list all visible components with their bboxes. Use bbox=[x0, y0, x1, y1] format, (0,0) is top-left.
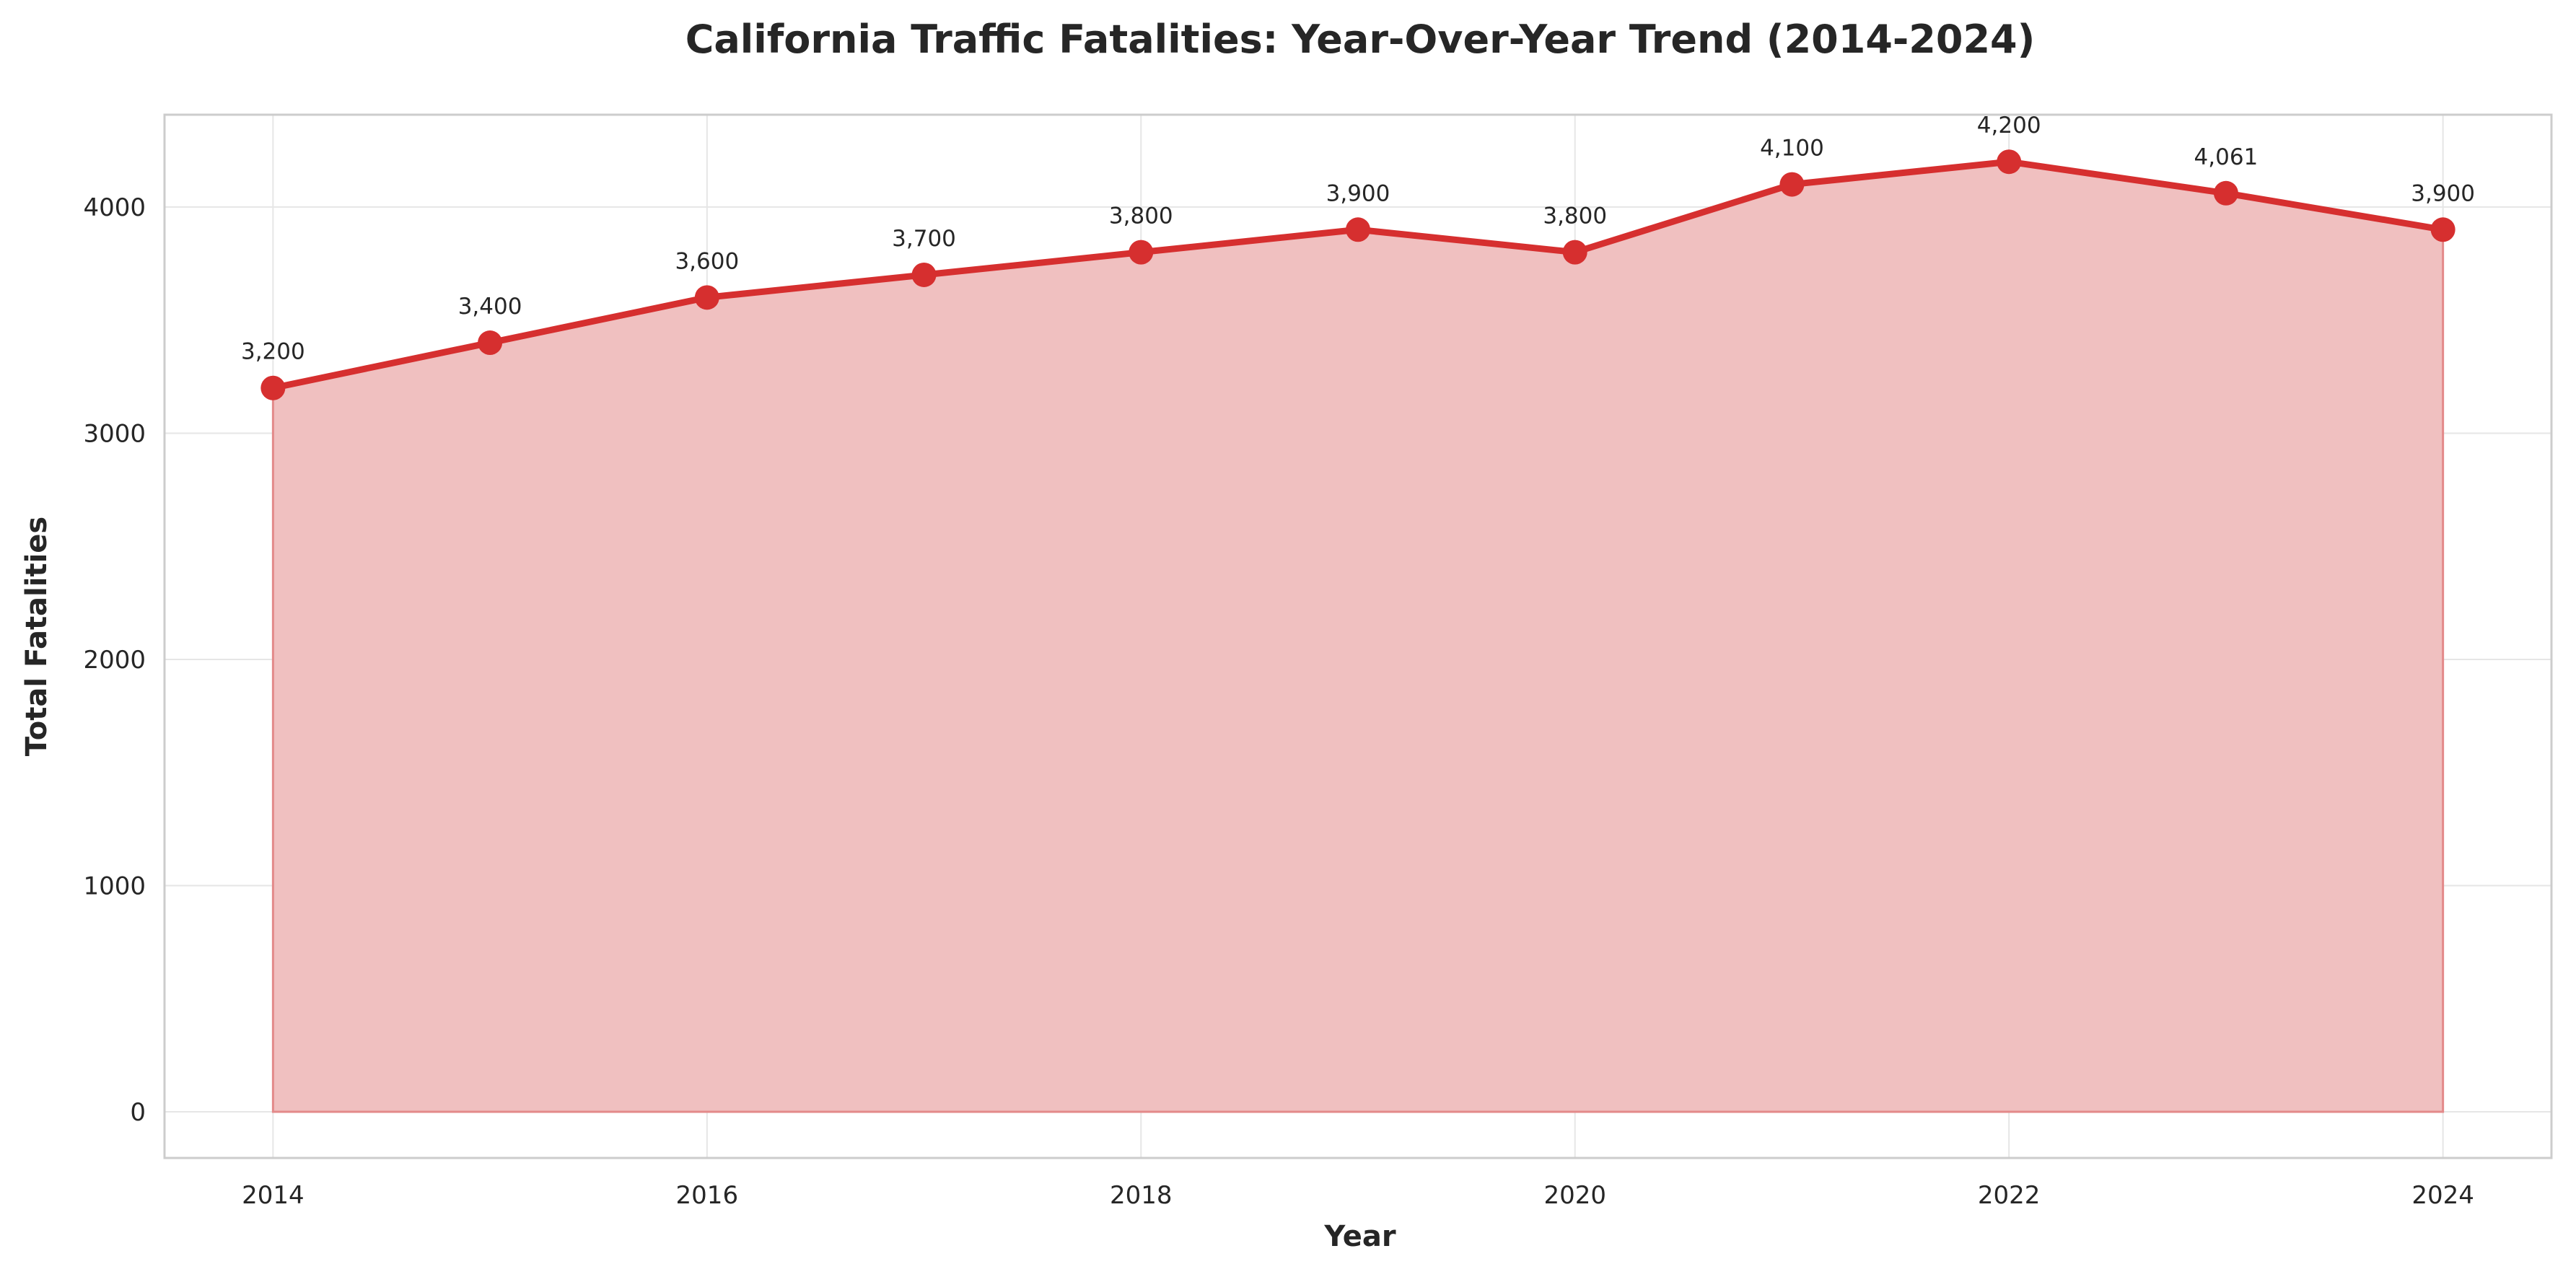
data-label: 3,900 bbox=[2411, 180, 2475, 206]
data-point bbox=[1997, 149, 2022, 175]
data-point bbox=[260, 375, 286, 400]
y-tick-label: 1000 bbox=[83, 872, 146, 901]
x-tick-label: 2016 bbox=[676, 1181, 739, 1210]
plot-frame bbox=[163, 113, 2553, 1159]
data-point bbox=[694, 285, 719, 310]
y-tick-label: 2000 bbox=[83, 646, 146, 675]
data-label: 3,900 bbox=[1326, 180, 1390, 206]
y-tick-label: 3000 bbox=[83, 419, 146, 448]
data-label: 3,700 bbox=[892, 226, 956, 252]
data-point bbox=[1346, 217, 1370, 242]
data-label: 3,400 bbox=[458, 294, 522, 320]
x-tick-label: 2022 bbox=[1978, 1181, 2041, 1210]
data-label: 4,200 bbox=[1977, 113, 2041, 139]
x-tick-label: 2018 bbox=[1110, 1181, 1173, 1210]
data-point bbox=[1129, 240, 1154, 265]
data-point bbox=[1779, 172, 1805, 197]
series-layer: 3,200 3,400 3,600 3,700 3,800 3,900 3,800 4,100… bbox=[241, 113, 2475, 400]
chart-title: California Traffic Fatalities: Year-Over… bbox=[685, 17, 2036, 62]
area-layer bbox=[271, 160, 2445, 1113]
x-tick-label: 2020 bbox=[1543, 1181, 1606, 1210]
data-label: 4,061 bbox=[2194, 144, 2259, 170]
tick-labels: 2014 2016 2018 2020 2022 2024 0 1000 2000 3000 400… bbox=[83, 193, 2474, 1210]
data-point bbox=[2213, 180, 2238, 206]
x-tick-label: 2014 bbox=[242, 1181, 305, 1210]
x-axis-label: Year bbox=[1323, 1220, 1396, 1253]
data-label: 4,100 bbox=[1760, 136, 1824, 162]
data-point bbox=[911, 262, 937, 287]
area-fill bbox=[271, 160, 2445, 1113]
x-tick-label: 2024 bbox=[2411, 1181, 2474, 1210]
data-label: 3,800 bbox=[1109, 203, 1173, 229]
y-tick-label: 4000 bbox=[83, 193, 146, 222]
data-label: 3,200 bbox=[241, 339, 305, 365]
y-axis-label: Total Fatalities bbox=[20, 517, 53, 756]
data-point bbox=[1562, 240, 1587, 265]
data-point bbox=[2430, 217, 2455, 242]
y-tick-label: 0 bbox=[130, 1098, 146, 1127]
data-label: 3,800 bbox=[1543, 203, 1607, 229]
data-label: 3,600 bbox=[675, 248, 739, 274]
data-point bbox=[478, 330, 503, 356]
